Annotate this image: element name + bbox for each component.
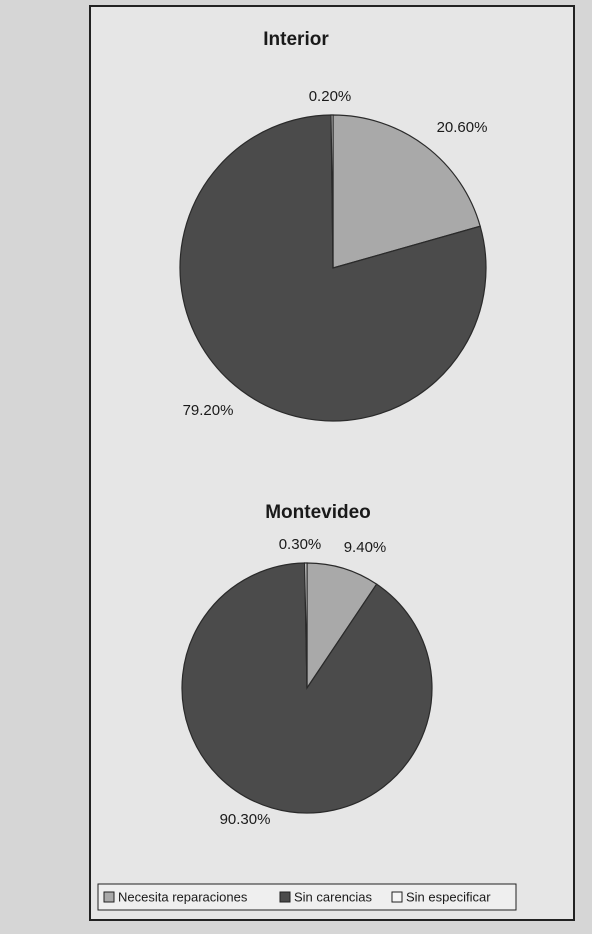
pie-slice <box>304 562 308 689</box>
legend-label: Sin carencias <box>294 889 373 904</box>
chart-title: Interior <box>263 29 329 50</box>
data-label: 90.30% <box>220 811 271 828</box>
legend-box <box>97 883 517 911</box>
legend-swatch <box>279 891 291 903</box>
pie-slice <box>330 114 334 269</box>
pie-slice <box>332 114 481 269</box>
data-label: 0.20% <box>309 88 352 105</box>
legend-label: Necesita reparaciones <box>118 889 248 904</box>
legend-swatch <box>391 891 403 903</box>
data-label: 20.60% <box>437 119 488 136</box>
data-label: 79.20% <box>183 402 234 419</box>
data-label: 0.30% <box>279 536 322 553</box>
legend-label: Sin especificar <box>406 889 491 904</box>
legend-swatch <box>103 891 115 903</box>
pie-slice <box>179 114 487 422</box>
data-label: 9.40% <box>344 539 387 556</box>
chart-title: Montevideo <box>265 502 371 523</box>
